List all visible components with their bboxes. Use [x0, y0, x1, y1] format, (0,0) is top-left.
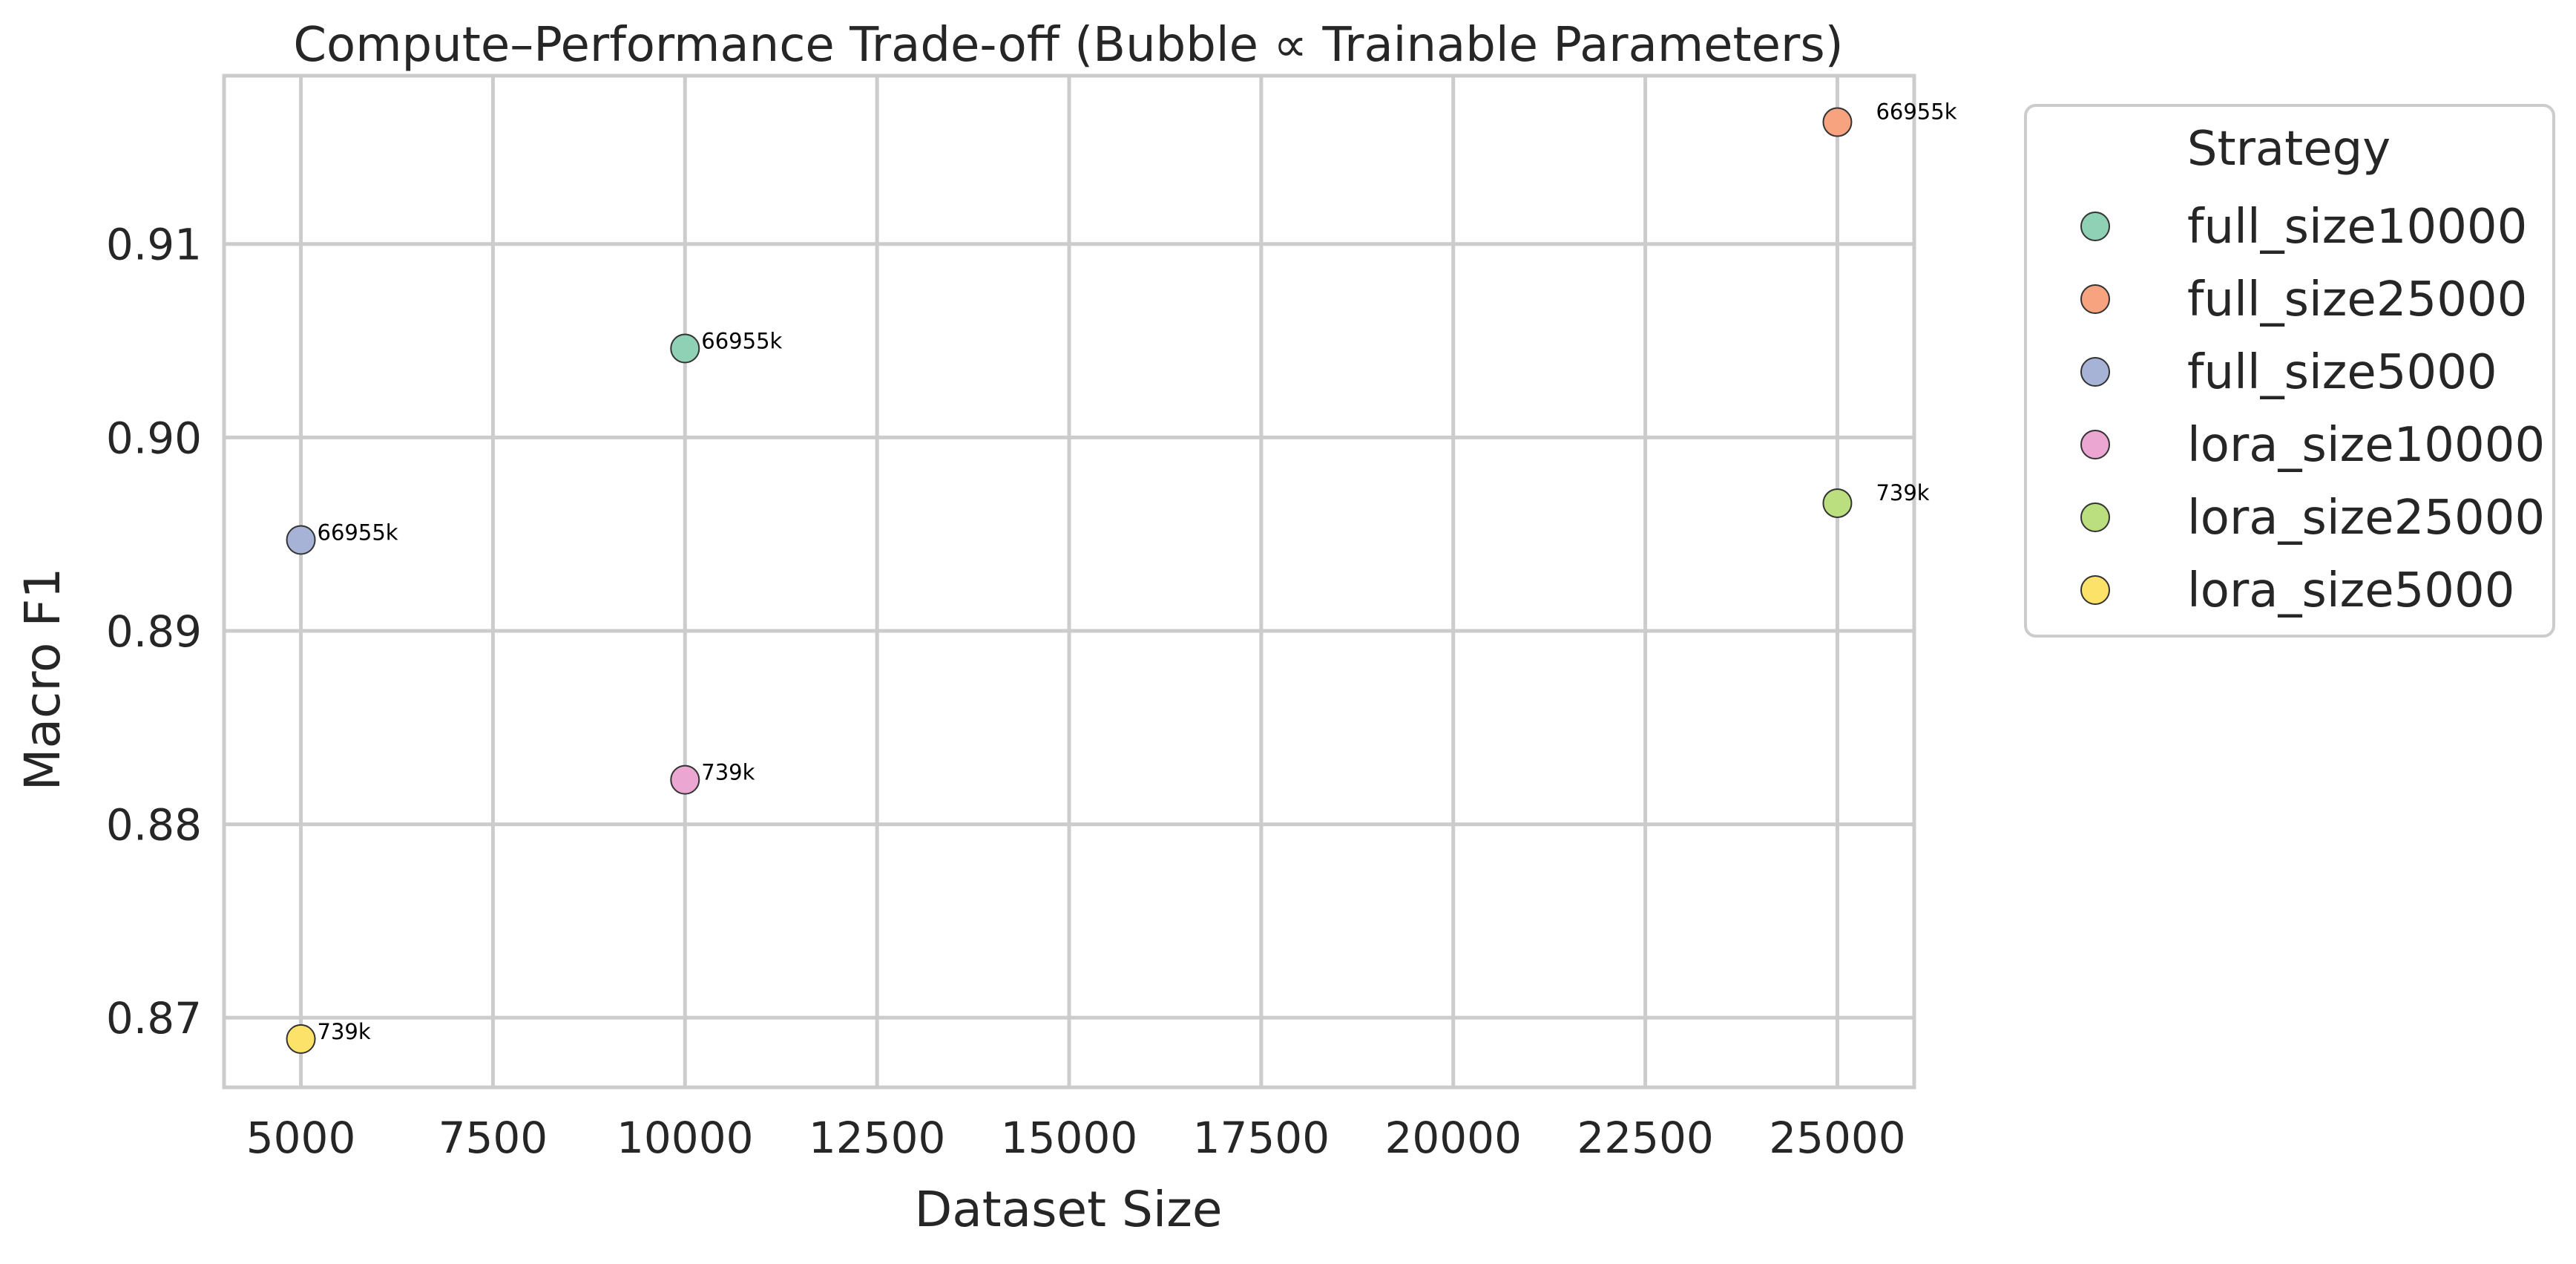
- data-point-lora_size5000: [286, 1024, 316, 1054]
- x-axis-label: Dataset Size: [915, 1181, 1223, 1238]
- chart-title: Compute–Performance Trade-off (Bubble ∝ …: [293, 18, 1843, 73]
- legend-marker-full_size10000: [2080, 212, 2110, 241]
- point-label-full_size25000: 66955k: [1876, 99, 1956, 125]
- y-tick-label: 0.88: [106, 800, 202, 851]
- point-label-lora_size5000: 739k: [318, 1019, 371, 1044]
- x-tick-label: 22500: [1577, 1113, 1714, 1163]
- y-tick-label: 0.90: [106, 413, 202, 463]
- legend-marker-full_size5000: [2080, 357, 2110, 387]
- x-tick-label: 15000: [1001, 1113, 1138, 1163]
- data-point-lora_size10000: [670, 764, 700, 795]
- x-tick-label: 20000: [1384, 1113, 1522, 1163]
- legend-entry-lora_size10000: lora_size10000: [2187, 418, 2545, 473]
- y-tick-label: 0.87: [106, 993, 202, 1044]
- x-tick-label: 10000: [617, 1113, 754, 1163]
- legend-marker-lora_size10000: [2080, 430, 2110, 459]
- y-tick-label: 0.91: [106, 220, 202, 270]
- data-point-full_size25000: [1822, 107, 1853, 137]
- x-tick-label: 7500: [438, 1113, 548, 1163]
- legend-marker-lora_size5000: [2080, 575, 2110, 605]
- y-axis-label: Macro F1: [14, 568, 71, 791]
- legend-entry-full_size25000: full_size25000: [2187, 272, 2527, 327]
- data-point-full_size5000: [286, 525, 316, 555]
- legend-box: [2024, 104, 2555, 638]
- point-label-full_size5000: 66955k: [318, 520, 398, 545]
- legend-entry-lora_size25000: lora_size25000: [2187, 491, 2545, 546]
- x-axis-ticks: 5000 7500 10000 12500 15000 17500 20000 22500 25…: [246, 1113, 1906, 1163]
- data-point-lora_size25000: [1822, 488, 1853, 518]
- legend-title: Strategy: [2187, 122, 2391, 177]
- point-label-full_size10000: 66955k: [701, 328, 782, 353]
- point-label-lora_size10000: 739k: [701, 760, 755, 785]
- y-axis-ticks: 0.87 0.88 0.89 0.90 0.91: [106, 220, 202, 1044]
- point-label-lora_size25000: 739k: [1876, 480, 1929, 505]
- legend-entry-full_size5000: full_size5000: [2187, 345, 2497, 400]
- data-point-full_size10000: [670, 333, 700, 364]
- legend-entry-lora_size5000: lora_size5000: [2187, 563, 2514, 618]
- legend-marker-full_size25000: [2080, 284, 2110, 314]
- x-tick-label: 12500: [809, 1113, 946, 1163]
- plot-area-frame: [222, 73, 1916, 1090]
- legend: Strategy full_size10000 full_size25000ful…: [2024, 104, 2555, 638]
- legend-entry-full_size10000: full_size10000: [2187, 200, 2527, 255]
- x-tick-label: 25000: [1769, 1113, 1906, 1163]
- y-tick-label: 0.89: [106, 606, 202, 657]
- legend-marker-lora_size25000: [2080, 502, 2110, 532]
- grid-lines: [224, 76, 1914, 1087]
- x-tick-label: 17500: [1193, 1113, 1330, 1163]
- x-tick-label: 5000: [246, 1113, 356, 1163]
- data-points: 66955k 66955k 66955k 739k 739k 739k: [286, 99, 1957, 1054]
